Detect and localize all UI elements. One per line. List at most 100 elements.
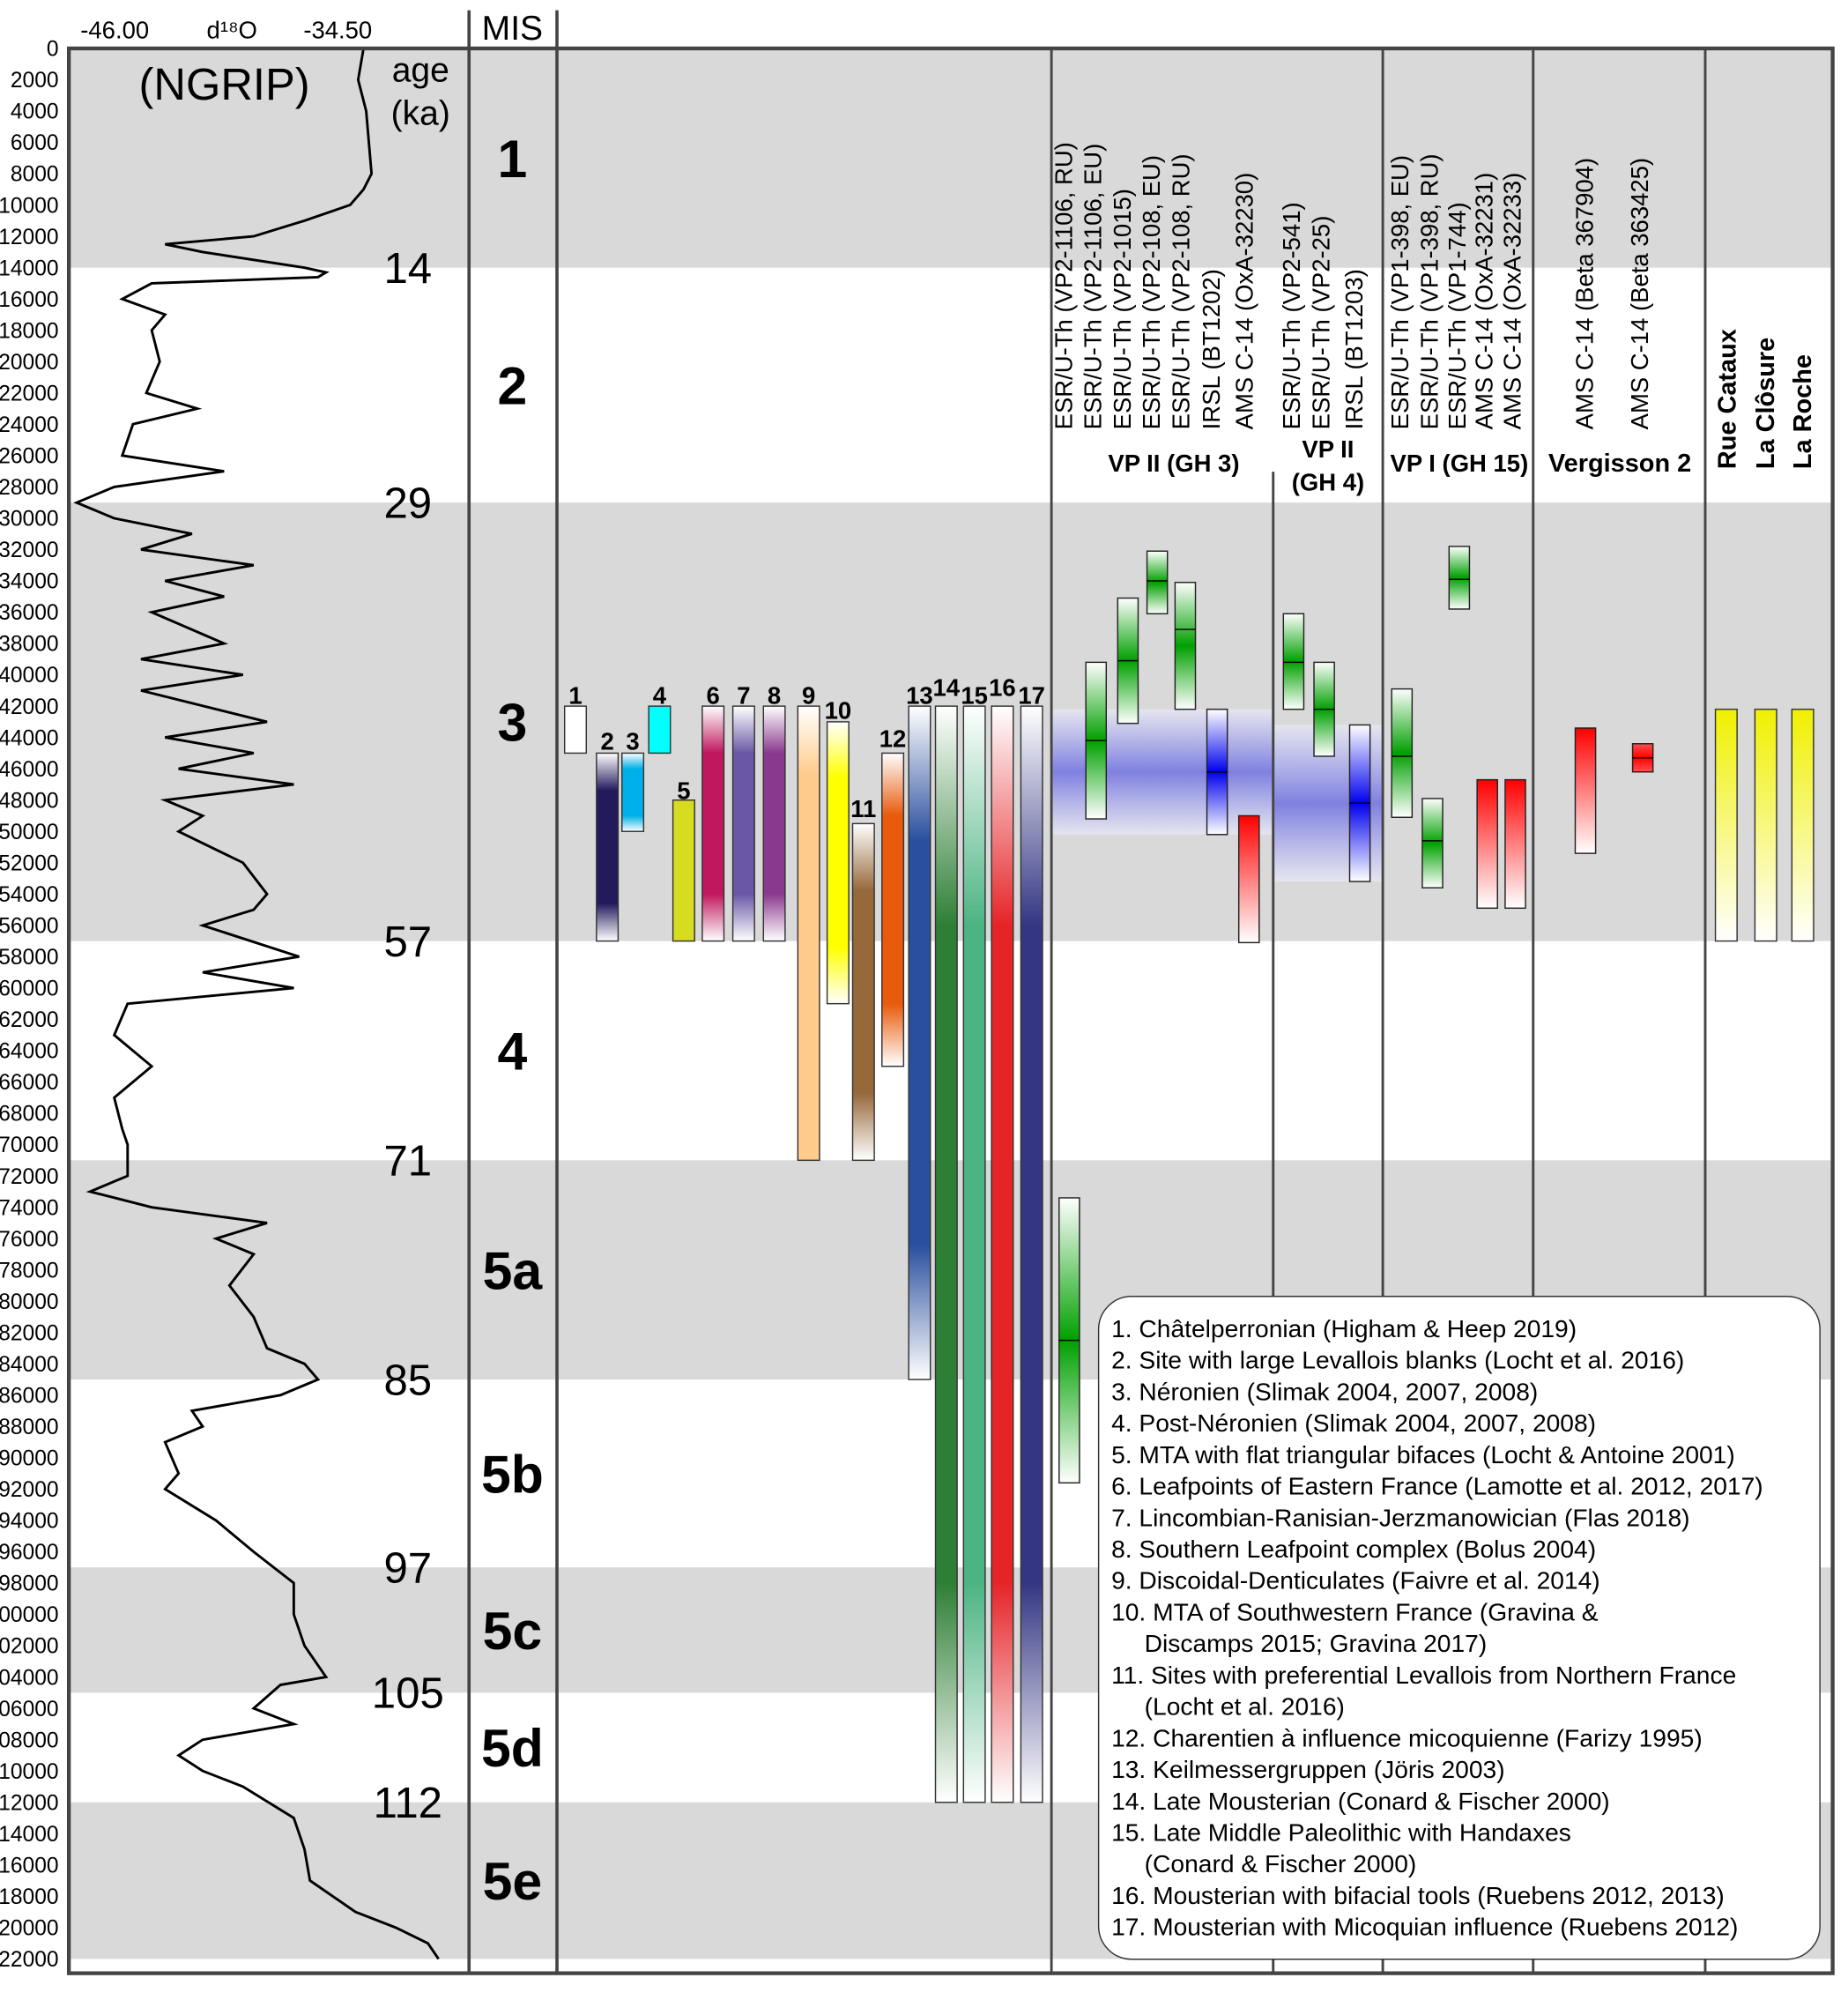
- legend-item: 14. Late Mousterian (Conard & Fischer 20…: [1111, 1787, 1610, 1815]
- date-bar: [1504, 778, 1526, 910]
- industry-number-label: 4: [653, 681, 667, 709]
- industry-bar-7: [731, 705, 755, 942]
- boundary-age-label: 71: [383, 1137, 432, 1186]
- date-sample-label: ESR/U-Th (VP2-108, EU): [1138, 155, 1165, 429]
- labels: -46.00 d¹⁸O -34.50 MIS (NGRIP) age (ka) …: [0, 10, 1817, 1972]
- legend-item: 12. Charentien à influence micoquienne (…: [1111, 1723, 1703, 1751]
- legend-item: Discamps 2015; Gravina 2017): [1145, 1629, 1488, 1657]
- y-tick-label: 0: [47, 38, 59, 62]
- date-sample-label: AMS C-14 (Beta 363425): [1626, 158, 1653, 429]
- legend-item: 13. Keilmessergruppen (Jöris 2003): [1111, 1755, 1505, 1783]
- y-tick-label: 78000: [0, 1259, 59, 1283]
- y-tick-label: 56000: [0, 915, 59, 939]
- industry-bar-5: [672, 799, 695, 942]
- date-sample-label: AMS C-14 (Beta 367904): [1571, 158, 1599, 429]
- industry-number-label: 16: [989, 674, 1016, 702]
- y-tick-label: 92000: [0, 1478, 59, 1502]
- y-tick-label: 12000: [0, 226, 59, 249]
- industry-number-label: 13: [906, 681, 933, 709]
- industry-bar-3: [621, 752, 645, 832]
- y-tick-label: 102000: [0, 1635, 59, 1659]
- legend-item: 2. Site with large Levallois blanks (Loc…: [1111, 1346, 1684, 1374]
- y-tick-label: 88000: [0, 1416, 59, 1439]
- boundary-age-label: 57: [383, 918, 432, 966]
- y-tick-label: 98000: [0, 1572, 59, 1596]
- industry-number-label: 15: [961, 681, 988, 709]
- date-bar: [1476, 778, 1498, 910]
- y-tick-label: 68000: [0, 1103, 59, 1126]
- mis-label-5b: 5b: [481, 1444, 544, 1504]
- x-axis-label: d¹⁸O: [207, 16, 257, 43]
- industry-number-label: 6: [707, 681, 720, 709]
- y-tick-label: 60000: [0, 978, 59, 1001]
- plot-frame: [66, 46, 1835, 1975]
- y-tick-label: 38000: [0, 633, 59, 657]
- date-sample-label: ESR/U-Th (VP2-108, RU): [1167, 153, 1194, 429]
- legend-item: 5. MTA with flat triangular bifaces (Loc…: [1111, 1440, 1735, 1468]
- y-tick-label: 10000: [0, 194, 59, 218]
- industry-bars: [563, 705, 1043, 1803]
- legend-item: 16. Mousterian with bifacial tools (Rueb…: [1111, 1881, 1725, 1909]
- industry-bar-17: [1020, 705, 1043, 1803]
- mis-header: MIS: [482, 10, 543, 48]
- site-bar: [1791, 708, 1815, 942]
- industry-bar-11: [851, 822, 875, 1162]
- x-tick-max: -34.50: [303, 16, 372, 43]
- y-tick-label: 2000: [11, 69, 59, 93]
- y-tick-label: 70000: [0, 1134, 59, 1157]
- date-sample-label: AMS C-14 (OxA-32230): [1231, 173, 1258, 430]
- y-tick-label: 28000: [0, 476, 59, 500]
- y-tick-label: 100000: [0, 1603, 59, 1627]
- date-sample-label: AMS C-14 (OxA-32233): [1498, 173, 1525, 430]
- date-sample-label: AMS C-14 (OxA-32231): [1470, 173, 1497, 430]
- legend-item: 15. Late Middle Paleolithic with Handaxe…: [1111, 1818, 1571, 1847]
- date-bar: [1282, 613, 1305, 710]
- legend-item: 11. Sites with preferential Levallois fr…: [1111, 1661, 1736, 1689]
- y-tick-label: 8000: [11, 163, 59, 187]
- date-sample-label: ESR/U-Th (VP1-398, EU): [1386, 155, 1414, 429]
- industry-number-label: 5: [677, 777, 690, 805]
- y-tick-label: 84000: [0, 1353, 59, 1377]
- group-label-vp2-gh4-sub: (GH 4): [1292, 469, 1364, 496]
- x-tick-min: -46.00: [80, 16, 149, 43]
- y-tick-label: 94000: [0, 1510, 59, 1534]
- y-tick-label: 36000: [0, 601, 59, 625]
- date-bar: [1391, 688, 1414, 818]
- y-tick-label: 24000: [0, 413, 59, 437]
- industry-bar-16: [991, 705, 1014, 1803]
- mis-label-5d: 5d: [481, 1718, 544, 1778]
- date-sample-label: ESR/U-Th (VP1-398, RU): [1415, 153, 1443, 429]
- legend-item: 3. Néronien (Slimak 2004, 2007, 2008): [1111, 1377, 1538, 1405]
- date-bar: [1237, 814, 1260, 944]
- age-unit-label: (ka): [391, 95, 450, 133]
- industry-bar-15: [962, 705, 986, 1803]
- ngrip-curve: [73, 48, 440, 1960]
- y-tick-label: 16000: [0, 288, 59, 312]
- legend-box: [1097, 1296, 1821, 1960]
- site-label: La Roche: [1789, 354, 1817, 469]
- y-tick-label: 106000: [0, 1698, 59, 1721]
- y-tick-label: 96000: [0, 1541, 59, 1565]
- date-sample-label: ESR/U-Th (VP2-1106, EU): [1080, 144, 1107, 430]
- date-bar: [1421, 798, 1444, 888]
- date-sample-label: ESR/U-Th (VP1-744): [1444, 202, 1471, 429]
- y-tick-label: 52000: [0, 851, 59, 875]
- industry-number-label: 8: [768, 681, 781, 709]
- date-sample-label: ESR/U-Th (VP2-1015): [1109, 189, 1136, 429]
- group-label-vergisson: Vergisson 2: [1548, 450, 1691, 478]
- industry-number-label: 12: [879, 725, 907, 752]
- legend: 1. Châtelperronian (Higham & Heep 2019) 2…: [1097, 1296, 1821, 1960]
- y-tick-label: 104000: [0, 1666, 59, 1690]
- y-tick-label: 20000: [0, 351, 59, 375]
- industry-number-label: 1: [568, 681, 582, 709]
- site-label: Rue Cataux: [1714, 329, 1742, 469]
- site-bar: [1714, 708, 1738, 942]
- y-tick-label: 66000: [0, 1071, 59, 1095]
- date-sample-label: IRSL (BT1202): [1198, 269, 1225, 429]
- y-tick-label: 86000: [0, 1384, 59, 1408]
- y-tick-label: 26000: [0, 445, 59, 469]
- industry-bar-8: [762, 705, 786, 942]
- group-label-vp2-gh3: VP II (GH 3): [1108, 450, 1239, 477]
- industry-bar-2: [596, 752, 620, 942]
